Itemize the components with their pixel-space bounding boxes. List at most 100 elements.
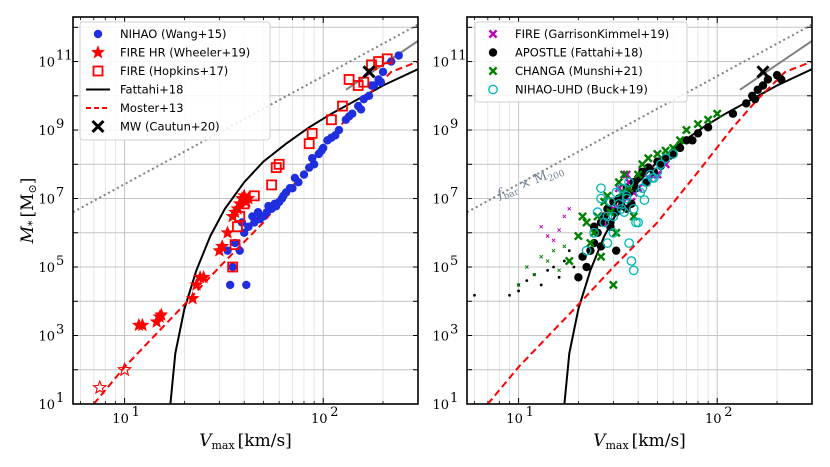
point-fire-hr-wheeler-19: [154, 307, 169, 321]
point-fire-hr-wheeler-19: [135, 317, 150, 332]
axes-frame: [466, 16, 813, 405]
point-changa-munshi-21: [652, 149, 662, 159]
line-moster-13: [487, 60, 812, 404]
point-nihao-uhd-buck-19: [621, 193, 632, 204]
point-fire-hr-wheeler-19: [220, 225, 235, 239]
x-tick-exponent: 2: [330, 405, 338, 420]
point-fire-hopkins-17: [326, 114, 337, 126]
point-apostle-fattahi-18: [763, 75, 773, 84]
point-nihao-wang-15: [344, 112, 354, 121]
point-fire-hopkins-17: [343, 74, 355, 85]
y-tick-label: 10: [38, 398, 55, 413]
point-nihao-wang-15: [225, 280, 235, 290]
point-apostle-fattahi-18: [703, 123, 713, 132]
point-nihao-uhd-buck-19: [628, 203, 639, 214]
y-tick-label: 10: [432, 56, 449, 71]
point-changa-munshi-21: [643, 153, 653, 163]
point-fire-hopkins-17: [266, 179, 278, 191]
legend-label: NIHAO-UHD (Buck+19): [515, 83, 648, 97]
point-mw-cautun-20: [756, 65, 770, 79]
legend-marker: [488, 29, 498, 39]
legend-label: FIRE HR (Wheeler+19): [120, 46, 250, 60]
point-apostle-fattahi-18: [728, 109, 738, 118]
point-changa-munshi-21: [605, 207, 615, 217]
x-axis-label: Vmax [km/s]: [199, 431, 292, 452]
point-fire-hopkins-17: [306, 127, 318, 139]
point-nihao-uhd-buck-19: [616, 203, 627, 214]
point-apostle-fattahi-18: [675, 143, 685, 153]
y-tick-exponent: 3: [56, 323, 64, 338]
point-changa-small: [524, 265, 529, 269]
point-nihao-uhd-buck-19: [596, 183, 606, 194]
point-apostle-small: [546, 268, 550, 272]
y-tick-exponent: 11: [56, 49, 73, 64]
point-changa-munshi-21: [564, 256, 574, 266]
point-nihao-wang-15: [299, 170, 309, 179]
y-tick-exponent: 5: [450, 254, 458, 269]
line-fattahi-18: [563, 68, 812, 404]
point-nihao-wang-15: [394, 51, 403, 60]
point-apostle-fattahi-18: [578, 252, 587, 261]
y-tick-exponent: 3: [450, 323, 458, 338]
point-apostle-small: [557, 275, 561, 279]
y-tick-label: 10: [38, 124, 55, 139]
point-fire-garrisonkimmel-19: [622, 170, 632, 180]
point-changa-small: [516, 283, 521, 287]
y-tick-exponent: 11: [450, 49, 467, 64]
y-tick-label: 10: [432, 398, 449, 413]
x-tick-label: 10: [705, 412, 722, 427]
point-apostle-small: [567, 249, 571, 253]
legend-label: FIRE (GarrisonKimmel+19): [515, 27, 669, 41]
legend-marker: [91, 119, 105, 134]
point-apostle-fattahi-18: [582, 262, 591, 272]
point-apostle-fattahi-18: [750, 94, 760, 104]
legend-marker: [488, 66, 498, 76]
point-fire-small: [551, 238, 556, 243]
point-changa-munshi-21: [675, 135, 685, 145]
point-nihao-uhd-buck-19: [589, 227, 599, 238]
point-fire-hopkins-17: [229, 239, 241, 251]
point-nihao-uhd-buck-19: [614, 198, 624, 209]
point-nihao-wang-15: [317, 146, 326, 155]
x-tick-exponent: 1: [526, 405, 534, 420]
point-nihao-uhd-buck-19: [628, 265, 639, 276]
x-tick-label: 10: [506, 412, 523, 427]
legend-label: Fattahi+18: [120, 83, 183, 97]
point-apostle-small: [508, 293, 511, 297]
point-fire-small: [545, 234, 550, 239]
point-changa-munshi-21: [578, 211, 588, 221]
point-apostle-fattahi-18: [682, 136, 691, 145]
point-nihao-wang-15: [376, 77, 386, 87]
y-tick-exponent: 9: [450, 117, 458, 132]
point-apostle-fattahi-18: [693, 129, 703, 138]
x-tick-label: 10: [311, 412, 328, 427]
point-nihao-uhd-buck-19: [608, 227, 619, 238]
x-axis-label: Vmax [km/s]: [593, 431, 686, 452]
point-fire-hr-open: [116, 361, 133, 377]
point-fire-hopkins-17: [227, 261, 239, 273]
line-gray-solid: [739, 40, 812, 91]
y-tick-exponent: 7: [450, 186, 458, 201]
point-nihao-uhd-buck-19: [647, 173, 657, 183]
point-nihao-wang-15: [279, 191, 288, 201]
line-f-bar-x-m200: [467, 23, 812, 214]
point-changa-small: [562, 244, 567, 249]
point-nihao-wang-15: [228, 262, 237, 272]
point-fire-hr-wheeler-19: [215, 239, 230, 253]
point-fire-hopkins-17: [238, 198, 250, 210]
point-nihao-uhd-buck-19: [639, 195, 650, 205]
point-nihao-uhd-buck-19: [668, 149, 679, 159]
point-changa-munshi-21: [585, 238, 595, 248]
point-fire-small: [557, 228, 562, 232]
point-nihao-uhd-buck-19: [616, 183, 627, 194]
point-nihao-uhd-buck-19: [624, 238, 634, 248]
y-tick-label: 10: [38, 193, 55, 208]
point-nihao-wang-15: [253, 207, 263, 217]
y-tick-exponent: 7: [56, 186, 64, 201]
point-fire-hopkins-17: [337, 100, 348, 112]
point-apostle-small: [562, 259, 566, 263]
point-changa-small: [545, 259, 550, 263]
y-tick-exponent: 5: [56, 254, 64, 269]
point-nihao-wang-15: [285, 184, 295, 193]
scatter-points: [473, 65, 786, 297]
